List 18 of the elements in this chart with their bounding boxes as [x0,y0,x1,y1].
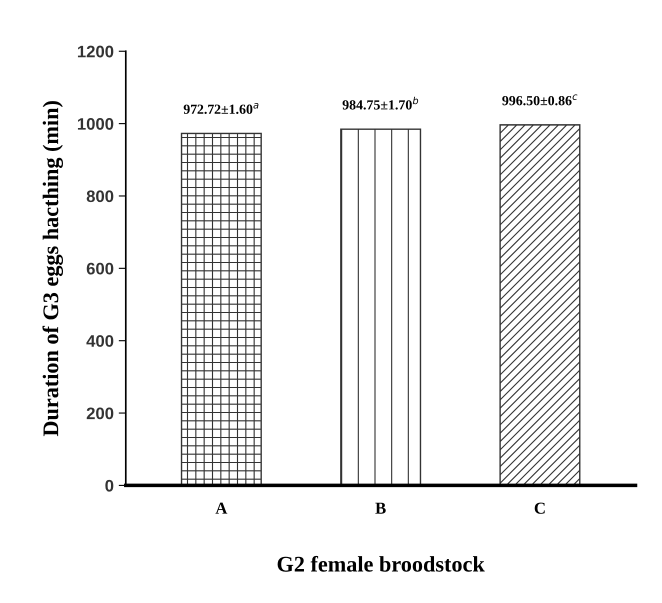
x-tick-label: C [534,502,545,514]
bar [340,128,422,486]
data-label: 984.75±1.70$^{b}$ [342,96,418,110]
y-tick-label: 200 [86,407,114,420]
x-axis-title: G2 female broodstock [278,556,485,572]
data-label: 996.50±0.86$^{c}$ [502,94,578,106]
bar [180,132,262,486]
bar [499,124,580,486]
y-tick-label: 1000 [78,118,114,130]
y-tick-label: 600 [86,262,114,275]
x-tick-label: B [375,502,386,514]
y-tick-label: 0 [105,480,114,492]
data-label: 972.72±1.60$^{a}$ [184,103,258,114]
y-tick-label: 800 [86,190,114,202]
y-tick-label: 1200 [78,46,114,58]
y-axis-title: Duration of G3 eggs hacthing (min) [42,101,64,436]
x-tick-label: A [216,502,228,514]
y-tick-label: 400 [86,335,114,347]
